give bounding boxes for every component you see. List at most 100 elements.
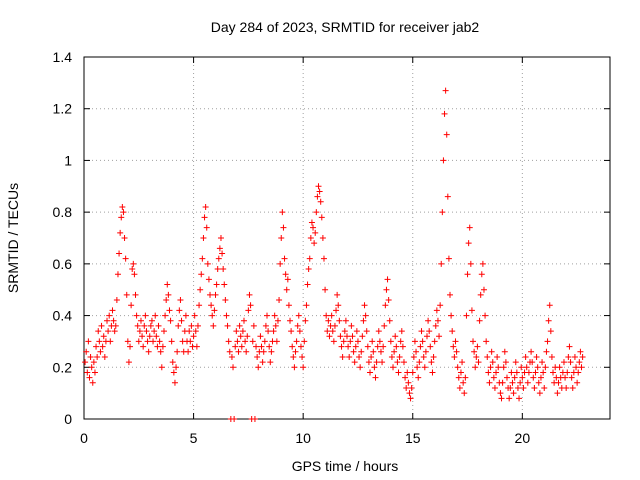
data-point (565, 353, 572, 360)
data-point (400, 359, 407, 366)
data-point (502, 359, 509, 366)
data-point (322, 286, 329, 293)
data-point (96, 338, 103, 345)
data-point (273, 338, 280, 345)
data-point (257, 333, 264, 340)
data-point (116, 250, 123, 257)
y-tick-label: 1.4 (53, 49, 73, 65)
data-point (463, 312, 470, 319)
data-point (278, 235, 285, 241)
data-point (276, 297, 283, 304)
data-point (331, 322, 338, 329)
data-point (329, 328, 336, 335)
data-point (379, 359, 386, 366)
data-point (350, 348, 357, 355)
data-point (328, 312, 335, 319)
data-point (459, 359, 466, 366)
data-point (324, 328, 331, 335)
data-point (128, 302, 135, 309)
data-point (84, 369, 91, 376)
data-point (171, 379, 178, 386)
data-point (564, 369, 571, 376)
data-point (385, 297, 392, 304)
grid (84, 57, 610, 419)
data-point (381, 322, 388, 329)
data-point (91, 369, 98, 376)
data-point (436, 333, 443, 340)
data-point (207, 291, 214, 298)
data-point (534, 364, 541, 371)
data-point (144, 338, 151, 345)
data-point (253, 343, 260, 350)
data-point (174, 348, 181, 355)
data-point (524, 379, 531, 386)
data-point (205, 276, 212, 283)
chart-title: Day 284 of 2023, SRMTID for receiver jab… (211, 19, 480, 35)
data-point (577, 348, 584, 355)
data-point (122, 255, 129, 262)
data-point (112, 322, 119, 329)
data-point (405, 379, 412, 386)
data-point (371, 364, 378, 371)
data-point (486, 379, 493, 386)
data-point (231, 416, 238, 422)
data-point (540, 369, 547, 376)
y-tick-label: 0.6 (53, 256, 73, 272)
data-point (479, 260, 486, 267)
data-point (518, 364, 525, 371)
data-point (101, 353, 108, 360)
data-point (200, 235, 207, 241)
data-point (121, 235, 128, 241)
data-point (293, 338, 300, 345)
data-point (127, 343, 134, 350)
data-point (202, 203, 209, 210)
data-point (503, 374, 510, 381)
data-point (330, 338, 337, 345)
data-point (297, 343, 304, 350)
y-axis-label: SRMTID / TECUs (5, 183, 21, 293)
data-point (476, 317, 483, 324)
data-point (191, 312, 198, 319)
plot-frame (83, 56, 611, 420)
data-point (154, 343, 161, 350)
data-point (473, 353, 480, 360)
data-point (573, 364, 580, 371)
data-point (175, 322, 182, 329)
data-point (353, 328, 360, 335)
data-point (543, 348, 550, 355)
data-point (245, 307, 252, 314)
data-point (314, 193, 321, 200)
data-point (474, 343, 481, 350)
data-point (448, 312, 455, 319)
data-point (142, 312, 149, 319)
y-tick-label: 0.8 (53, 204, 73, 220)
data-point (291, 364, 298, 371)
data-point (98, 322, 105, 329)
data-point (377, 348, 384, 355)
data-point (546, 302, 553, 309)
data-point (369, 338, 376, 345)
data-point (507, 384, 514, 391)
data-point (221, 281, 228, 288)
data-point (89, 379, 96, 386)
data-point (226, 348, 233, 355)
data-point (352, 343, 359, 350)
data-point (258, 343, 265, 350)
data-point (488, 348, 495, 355)
data-point (414, 364, 421, 371)
data-point (402, 374, 409, 381)
data-point (421, 364, 428, 371)
data-point (107, 338, 114, 345)
data-point (313, 209, 320, 216)
data-point (190, 333, 197, 340)
data-point (246, 291, 253, 298)
data-point (280, 224, 287, 231)
data-point (509, 379, 516, 386)
data-point (441, 110, 448, 117)
data-point (155, 322, 162, 329)
data-point (544, 338, 551, 345)
data-point (262, 322, 269, 329)
data-point (242, 338, 249, 345)
data-point (93, 343, 100, 350)
data-point (232, 343, 239, 350)
